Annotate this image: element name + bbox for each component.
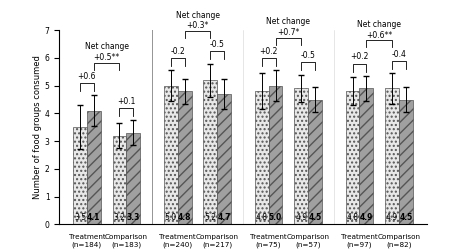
Text: +0.1: +0.1 (117, 97, 136, 106)
Bar (269, 86, 283, 224)
Text: -0.5: -0.5 (210, 40, 225, 49)
Text: 4.7: 4.7 (218, 213, 231, 222)
Text: 5.0: 5.0 (269, 213, 282, 222)
Bar (308, 100, 322, 224)
Bar (385, 88, 399, 224)
Text: +0.2: +0.2 (350, 52, 369, 61)
Text: 4.5: 4.5 (309, 213, 322, 222)
Text: +0.2: +0.2 (259, 47, 278, 56)
Y-axis label: Number of food groups consumed: Number of food groups consumed (33, 55, 42, 199)
Text: 4.9: 4.9 (360, 213, 373, 222)
Bar (73, 127, 87, 224)
Text: 4.5: 4.5 (399, 213, 412, 222)
Text: Net change
+0.3*: Net change +0.3* (175, 11, 219, 30)
Text: -0.4: -0.4 (392, 49, 406, 58)
Text: Net change
+0.6**: Net change +0.6** (357, 20, 401, 40)
Text: 4.8: 4.8 (255, 213, 268, 222)
Bar (178, 91, 191, 224)
Text: 4.9: 4.9 (386, 213, 398, 222)
Text: 4.9: 4.9 (295, 213, 307, 222)
Bar (346, 91, 359, 224)
Bar (359, 88, 374, 224)
Bar (113, 136, 127, 224)
Text: +0.6: +0.6 (78, 72, 96, 81)
Bar (164, 86, 178, 224)
Bar (87, 111, 100, 224)
Text: 3.5: 3.5 (74, 213, 86, 222)
Text: 4.1: 4.1 (87, 213, 100, 222)
Bar (217, 94, 231, 224)
Text: 5.2: 5.2 (204, 213, 216, 222)
Bar (294, 88, 308, 224)
Text: 3.2: 3.2 (113, 213, 126, 222)
Text: 4.8: 4.8 (178, 213, 191, 222)
Bar (399, 100, 413, 224)
Bar (127, 133, 140, 224)
Text: -0.5: -0.5 (301, 51, 316, 60)
Bar (255, 91, 269, 224)
Text: 5.0: 5.0 (165, 213, 177, 222)
Text: Net change
+0.7*: Net change +0.7* (266, 17, 310, 37)
Bar (203, 80, 217, 224)
Text: 4.8: 4.8 (346, 213, 358, 222)
Text: -0.2: -0.2 (170, 47, 185, 56)
Text: Net change
+0.5**: Net change +0.5** (85, 42, 128, 62)
Text: 3.3: 3.3 (127, 213, 140, 222)
